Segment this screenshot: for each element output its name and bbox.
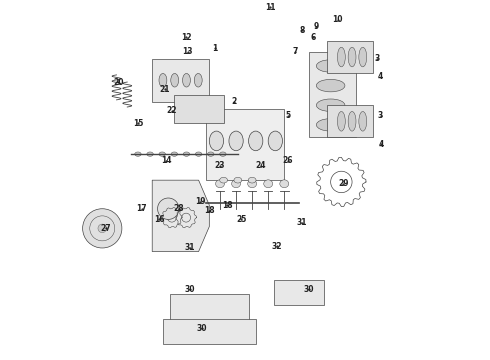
- Ellipse shape: [338, 47, 345, 67]
- Polygon shape: [152, 180, 209, 252]
- Ellipse shape: [232, 180, 241, 188]
- Text: 15: 15: [133, 118, 143, 127]
- Bar: [309, 52, 356, 138]
- Ellipse shape: [171, 152, 177, 156]
- Bar: [170, 294, 248, 323]
- Text: 10: 10: [333, 15, 343, 24]
- Bar: [327, 41, 373, 73]
- Ellipse shape: [359, 47, 367, 67]
- Circle shape: [158, 198, 179, 220]
- Ellipse shape: [183, 73, 191, 87]
- Text: 27: 27: [100, 224, 111, 233]
- Text: 12: 12: [181, 33, 192, 42]
- Ellipse shape: [248, 177, 256, 183]
- Ellipse shape: [195, 73, 202, 87]
- Bar: [206, 109, 284, 180]
- Ellipse shape: [220, 177, 227, 183]
- Text: 26: 26: [283, 156, 293, 165]
- Text: 30: 30: [304, 284, 315, 293]
- Text: 17: 17: [136, 204, 147, 213]
- Text: 4: 4: [379, 140, 384, 149]
- Text: 31: 31: [184, 243, 195, 252]
- Text: 1: 1: [212, 44, 217, 53]
- Text: 7: 7: [292, 47, 297, 56]
- Ellipse shape: [247, 180, 257, 188]
- Text: 3: 3: [378, 112, 383, 121]
- Ellipse shape: [159, 73, 167, 87]
- Text: 16: 16: [154, 215, 165, 224]
- Ellipse shape: [208, 152, 214, 156]
- Text: 11: 11: [265, 3, 275, 12]
- Text: 18: 18: [204, 206, 215, 215]
- Text: 3: 3: [374, 54, 380, 63]
- Text: 8: 8: [299, 26, 305, 35]
- Ellipse shape: [147, 152, 153, 156]
- Text: 2: 2: [232, 97, 237, 106]
- Ellipse shape: [317, 99, 345, 112]
- Ellipse shape: [159, 152, 166, 156]
- Text: 30: 30: [184, 284, 195, 293]
- Text: 22: 22: [167, 106, 177, 115]
- Text: 24: 24: [256, 161, 266, 170]
- Text: 18: 18: [222, 201, 232, 210]
- Text: 25: 25: [236, 215, 246, 224]
- Bar: [273, 280, 323, 305]
- Text: 14: 14: [161, 156, 172, 165]
- Ellipse shape: [359, 112, 367, 131]
- Ellipse shape: [348, 47, 356, 67]
- Ellipse shape: [209, 131, 223, 151]
- Ellipse shape: [183, 152, 190, 156]
- Bar: [163, 319, 256, 344]
- Text: 23: 23: [215, 161, 225, 170]
- Ellipse shape: [135, 152, 141, 156]
- Text: 6: 6: [310, 33, 316, 42]
- Text: 28: 28: [173, 204, 184, 213]
- Ellipse shape: [229, 131, 243, 151]
- Text: 19: 19: [195, 197, 206, 206]
- Bar: [327, 105, 373, 138]
- Circle shape: [98, 224, 106, 233]
- Ellipse shape: [171, 73, 179, 87]
- Text: 4: 4: [378, 72, 383, 81]
- Ellipse shape: [280, 180, 289, 188]
- Ellipse shape: [196, 152, 202, 156]
- Ellipse shape: [268, 131, 282, 151]
- Text: 13: 13: [183, 47, 193, 56]
- Circle shape: [83, 209, 122, 248]
- Ellipse shape: [348, 112, 356, 131]
- Ellipse shape: [234, 177, 242, 183]
- Ellipse shape: [216, 180, 224, 188]
- Text: 30: 30: [197, 324, 207, 333]
- Text: 5: 5: [285, 112, 291, 121]
- Text: 21: 21: [159, 85, 170, 94]
- Ellipse shape: [220, 152, 226, 156]
- Ellipse shape: [264, 180, 272, 188]
- Text: 29: 29: [338, 179, 348, 188]
- Text: 9: 9: [314, 22, 319, 31]
- Ellipse shape: [317, 118, 345, 131]
- Bar: [152, 59, 209, 102]
- Text: 32: 32: [272, 242, 282, 251]
- Bar: [173, 95, 223, 123]
- Ellipse shape: [317, 79, 345, 92]
- Text: 20: 20: [113, 77, 123, 86]
- Ellipse shape: [317, 60, 345, 72]
- Text: 31: 31: [297, 219, 307, 228]
- Ellipse shape: [338, 112, 345, 131]
- Ellipse shape: [248, 131, 263, 151]
